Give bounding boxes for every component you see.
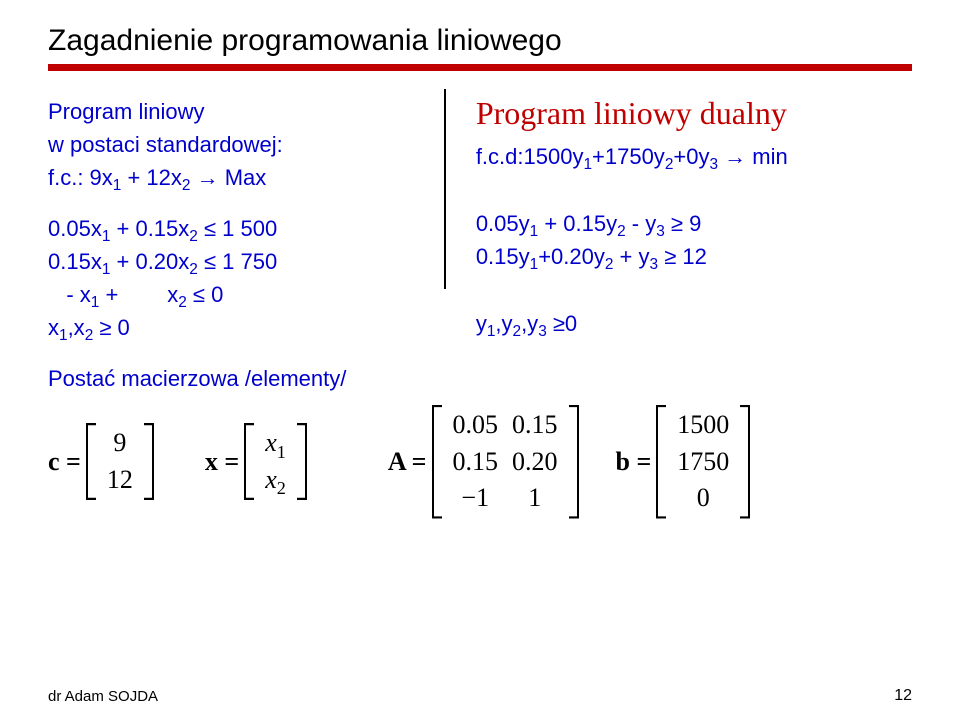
matrix-b-0-0: 1500 — [677, 409, 729, 442]
bracket-right-icon — [568, 405, 580, 519]
dual-constraints: 0.05y1 + 0.15y2 - y3 ≥ 9 0.15y1+0.20y2 +… — [476, 207, 912, 273]
dual-title: Program liniowy dualny — [476, 95, 912, 132]
primal-constraint-1: 0.05x1 + 0.15x2 ≤ 1 500 — [48, 212, 434, 245]
matrix-b-label: b = — [616, 447, 652, 477]
matrix-a: 0.05 0.15 0.15 0.20 −1 1 — [431, 405, 580, 519]
primal-constraint-3: - x1 + x2 ≤ 0 — [48, 278, 434, 311]
bracket-right-icon — [739, 405, 751, 519]
matrix-a-1-1: 0.20 — [512, 446, 558, 479]
matrix-a-2-1: 1 — [516, 482, 554, 515]
right-column: Program liniowy dualny f.c.d:1500y1+1750… — [446, 95, 912, 340]
bracket-right-icon — [143, 423, 155, 500]
primal-objective: f.c.: 9x1 + 12x2 → Max — [48, 161, 434, 194]
matrix-a-0-0: 0.05 — [453, 409, 499, 442]
matrices-row: c = 9 12 x = x1 x2 A = 0.05 — [48, 405, 912, 519]
dual-constraint-1: 0.05y1 + 0.15y2 - y3 ≥ 9 — [476, 207, 912, 240]
slide-title: Zagadnienie programowania liniowego — [48, 24, 912, 58]
matrix-a-2-0: −1 — [456, 482, 494, 515]
footer-page-number: 12 — [894, 687, 912, 705]
matrix-a-1-0: 0.15 — [453, 446, 499, 479]
matrix-c-1-0: 12 — [107, 464, 133, 497]
primal-constraint-4: x1,x2 ≥ 0 — [48, 311, 434, 344]
primal-heading-line1: Program liniowy — [48, 95, 434, 128]
bracket-left-icon — [431, 405, 443, 519]
matrix-c-0-0: 9 — [113, 427, 126, 460]
matrix-x-0-0: x1 — [265, 427, 286, 460]
matrix-caption: Postać macierzowa /elementy/ — [48, 362, 434, 395]
dual-constraint-2: 0.15y1+0.20y2 + y3 ≥ 12 — [476, 240, 912, 273]
dual-nonneg: y1,y2,y3 ≥0 — [476, 307, 912, 340]
left-column: Program liniowy w postaci standardowej: … — [48, 95, 444, 395]
columns: Program liniowy w postaci standardowej: … — [48, 95, 912, 395]
matrix-b-1-0: 1750 — [677, 446, 729, 479]
matrix-x: x1 x2 — [243, 423, 308, 500]
primal-constraints: 0.05x1 + 0.15x2 ≤ 1 500 0.15x1 + 0.20x2 … — [48, 212, 434, 344]
bracket-left-icon — [655, 405, 667, 519]
matrix-c: 9 12 — [85, 423, 155, 500]
matrix-x-1-0: x2 — [265, 464, 286, 497]
bracket-left-icon — [243, 423, 255, 500]
primal-constraint-2: 0.15x1 + 0.20x2 ≤ 1 750 — [48, 245, 434, 278]
primal-heading-line2: w postaci standardowej: — [48, 128, 434, 161]
matrix-b-2-0: 0 — [697, 482, 710, 515]
bracket-right-icon — [296, 423, 308, 500]
bracket-left-icon — [85, 423, 97, 500]
matrix-x-label: x = — [205, 447, 239, 477]
dual-objective: f.c.d:1500y1+1750y2+0y3 → min — [476, 140, 912, 173]
footer-author: dr Adam SOJDA — [48, 688, 158, 705]
matrix-b: 1500 1750 0 — [655, 405, 751, 519]
matrix-a-label: A = — [388, 447, 427, 477]
matrix-a-0-1: 0.15 — [512, 409, 558, 442]
title-underline: Zagadnienie programowania liniowego — [48, 24, 912, 71]
matrix-c-label: c = — [48, 447, 81, 477]
